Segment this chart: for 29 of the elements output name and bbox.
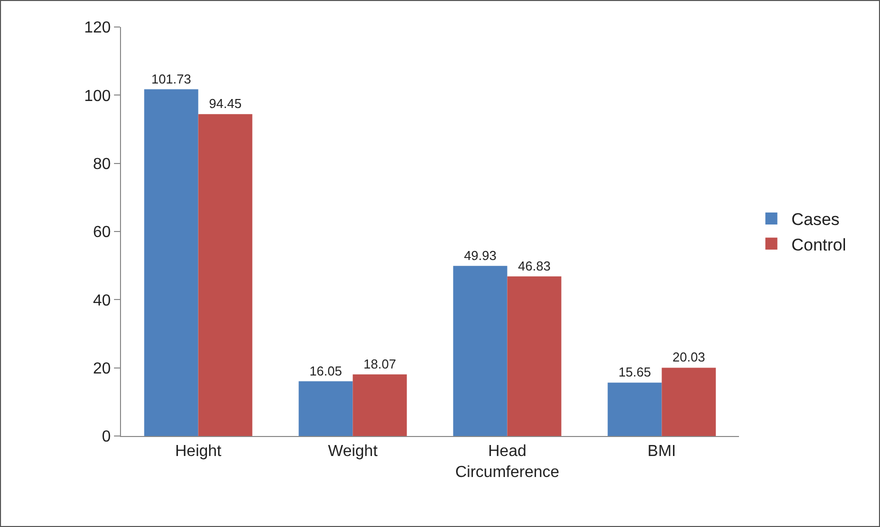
data-label: 16.05 <box>309 363 342 378</box>
bar <box>144 89 198 436</box>
bar <box>298 381 353 436</box>
bar <box>453 266 508 436</box>
x-tick-label: BMI <box>648 443 676 460</box>
legend-label: Cases <box>791 210 840 230</box>
y-tick-label: 40 <box>93 292 111 310</box>
y-tick-label: 0 <box>102 428 111 446</box>
bar <box>608 382 662 436</box>
y-tick-label: 100 <box>84 88 111 105</box>
x-tick-label: Height <box>175 443 222 460</box>
data-label: 101.73 <box>151 71 192 86</box>
legend-label: Control <box>791 235 846 254</box>
data-label: 18.07 <box>364 356 396 372</box>
bar <box>352 374 407 436</box>
data-label: 15.65 <box>618 364 651 380</box>
data-label: 94.45 <box>209 96 242 112</box>
y-tick-label: 60 <box>93 224 111 242</box>
bar <box>198 114 252 436</box>
y-tick-label: 20 <box>93 360 111 378</box>
y-tick-label: 80 <box>93 156 111 173</box>
data-label: 20.03 <box>672 350 706 365</box>
data-label: 49.93 <box>464 248 496 263</box>
data-label: 46.83 <box>518 258 551 274</box>
y-tick-label: 120 <box>84 20 111 37</box>
bar <box>662 368 716 436</box>
x-tick-label: Weight <box>328 443 378 460</box>
bar <box>507 276 562 436</box>
x-tick-label: Head Circumference <box>455 443 560 481</box>
